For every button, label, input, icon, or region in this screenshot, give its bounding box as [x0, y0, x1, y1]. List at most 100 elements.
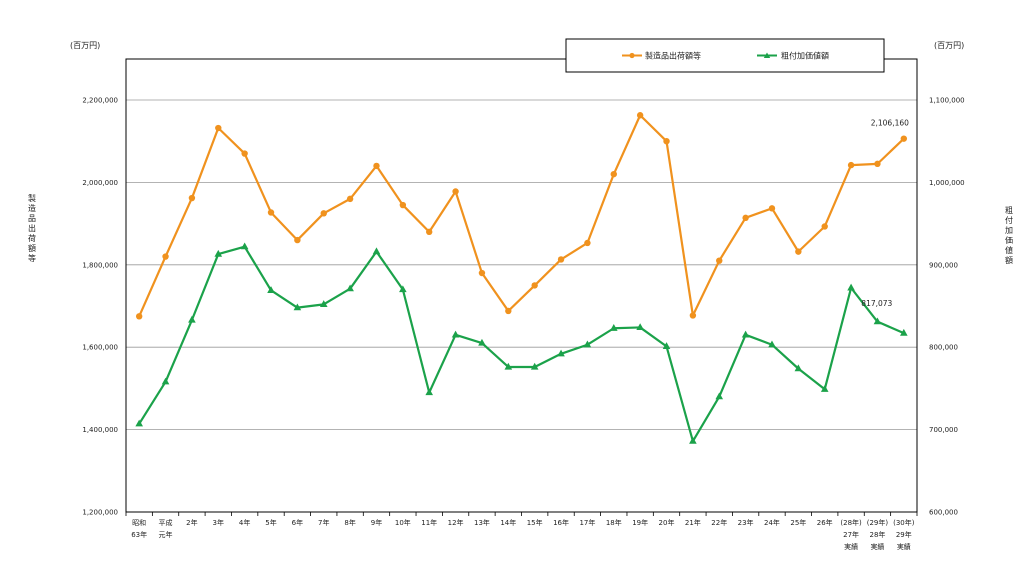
data-point [267, 286, 275, 293]
data-point [504, 362, 513, 370]
data-point [267, 209, 275, 216]
left-tick-label: 2,200,000 [82, 97, 118, 105]
x-tick-label: 昭和 [132, 518, 146, 527]
axes [125, 58, 918, 516]
data-point [293, 303, 302, 311]
right-tick-label: 800,000 [929, 344, 958, 352]
x-tick-label: 18年 [606, 518, 622, 527]
gridlines [126, 99, 917, 431]
right-tick-label: 1,000,000 [929, 179, 965, 187]
data-point [874, 160, 881, 168]
x-tick-label: 4年 [239, 518, 250, 527]
data-point [505, 307, 512, 315]
x-tick-label: 21年 [685, 518, 701, 527]
data-point [689, 312, 697, 319]
left-axis-title-char: 額 [28, 243, 36, 253]
left-tick-label: 1,800,000 [82, 261, 118, 269]
x-tick-label: 元年 [159, 530, 173, 539]
left-axis-title-char: 造 [28, 203, 36, 213]
data-point [241, 150, 248, 157]
x-tick-label: 13年 [474, 518, 490, 527]
x-tick-label: 25年 [790, 518, 806, 527]
x-tick-label: 2年 [186, 518, 197, 527]
data-point [821, 223, 828, 230]
legend-marker-shipments [629, 52, 635, 59]
left-axis-title: 製造品出荷額等 [28, 193, 36, 263]
data-point [531, 282, 538, 289]
data-point [873, 317, 882, 325]
right-axis-title: 粗付加価値額 [1005, 205, 1013, 265]
data-point [900, 135, 908, 142]
data-point [162, 253, 169, 260]
left-tick-label: 1,600,000 [82, 344, 118, 352]
series [135, 112, 908, 444]
right-tick-label: 700,000 [929, 426, 958, 434]
data-point [319, 300, 328, 307]
right-axis-title-char: 粗 [1005, 205, 1013, 215]
data-point [794, 364, 803, 372]
right-axis-title-char: 額 [1005, 255, 1013, 265]
data-label-shipments: 2,106,160 [871, 119, 909, 128]
data-point [742, 214, 749, 222]
series-line-0 [138, 114, 905, 317]
data-point [847, 161, 855, 169]
data-point [716, 257, 723, 264]
x-tick-label: 16年 [553, 518, 569, 527]
data-point [741, 330, 750, 338]
x-tick-label: 実績 [897, 542, 911, 551]
left-axis-title-char: 荷 [28, 233, 36, 243]
legend: 製造品出荷額等 粗付加価値額 [565, 38, 885, 73]
data-point [847, 283, 855, 291]
left-tick-label: 2,000,000 [82, 179, 118, 187]
left-axis-title-char: 品 [28, 214, 36, 223]
data-point [663, 138, 670, 145]
data-point [346, 195, 354, 203]
data-point [346, 284, 354, 292]
x-tick-label: 6年 [292, 518, 303, 527]
data-point [662, 342, 671, 349]
data-label-value-added: 817,073 [861, 299, 892, 308]
x-tick-label: 11年 [421, 518, 437, 527]
right-tick-label: 1,100,000 [929, 97, 965, 105]
data-point [636, 112, 644, 119]
x-tick-label: 63年 [131, 530, 147, 539]
data-point [557, 256, 565, 263]
x-tick-label: 23年 [738, 518, 754, 527]
x-tick-label: 実績 [844, 542, 858, 551]
x-tick-label: 10年 [395, 518, 411, 527]
data-point [399, 201, 407, 209]
left-axis-unit: (百万円) [70, 41, 100, 50]
legend-box [565, 38, 885, 73]
data-point [609, 324, 618, 331]
x-tick-label: 実績 [870, 542, 884, 551]
data-point [320, 210, 327, 217]
data-point [188, 194, 196, 202]
x-tick-label: 3年 [213, 518, 224, 527]
data-point [215, 124, 222, 132]
left-axis-title-char: 出 [28, 223, 36, 233]
data-point [715, 392, 724, 400]
x-tick-label: 27年 [843, 530, 859, 539]
data-point [530, 362, 539, 370]
data-point [451, 330, 460, 338]
data-point [161, 377, 170, 385]
left-axis-title-char: 製 [28, 193, 36, 203]
x-tick-label: 14年 [500, 518, 516, 527]
right-tick-label: 900,000 [929, 261, 958, 269]
data-point [820, 385, 829, 392]
data-point [452, 188, 459, 195]
right-axis-unit: (百万円) [934, 41, 964, 50]
data-point [135, 313, 143, 320]
data-point [478, 269, 486, 277]
x-tick-label: 8年 [344, 518, 355, 527]
right-tick-label: 600,000 [929, 509, 958, 517]
data-point [610, 170, 617, 178]
data-point [583, 340, 592, 348]
left-axis-title-char: 等 [28, 253, 36, 263]
x-tick-label: 12年 [448, 518, 464, 527]
data-point [372, 247, 381, 255]
labels: 1,200,000 1,400,000 1,600,000 1,800,000 2,00… [28, 97, 1013, 552]
x-tick-label: (30年) [893, 518, 915, 527]
data-point [214, 249, 223, 257]
